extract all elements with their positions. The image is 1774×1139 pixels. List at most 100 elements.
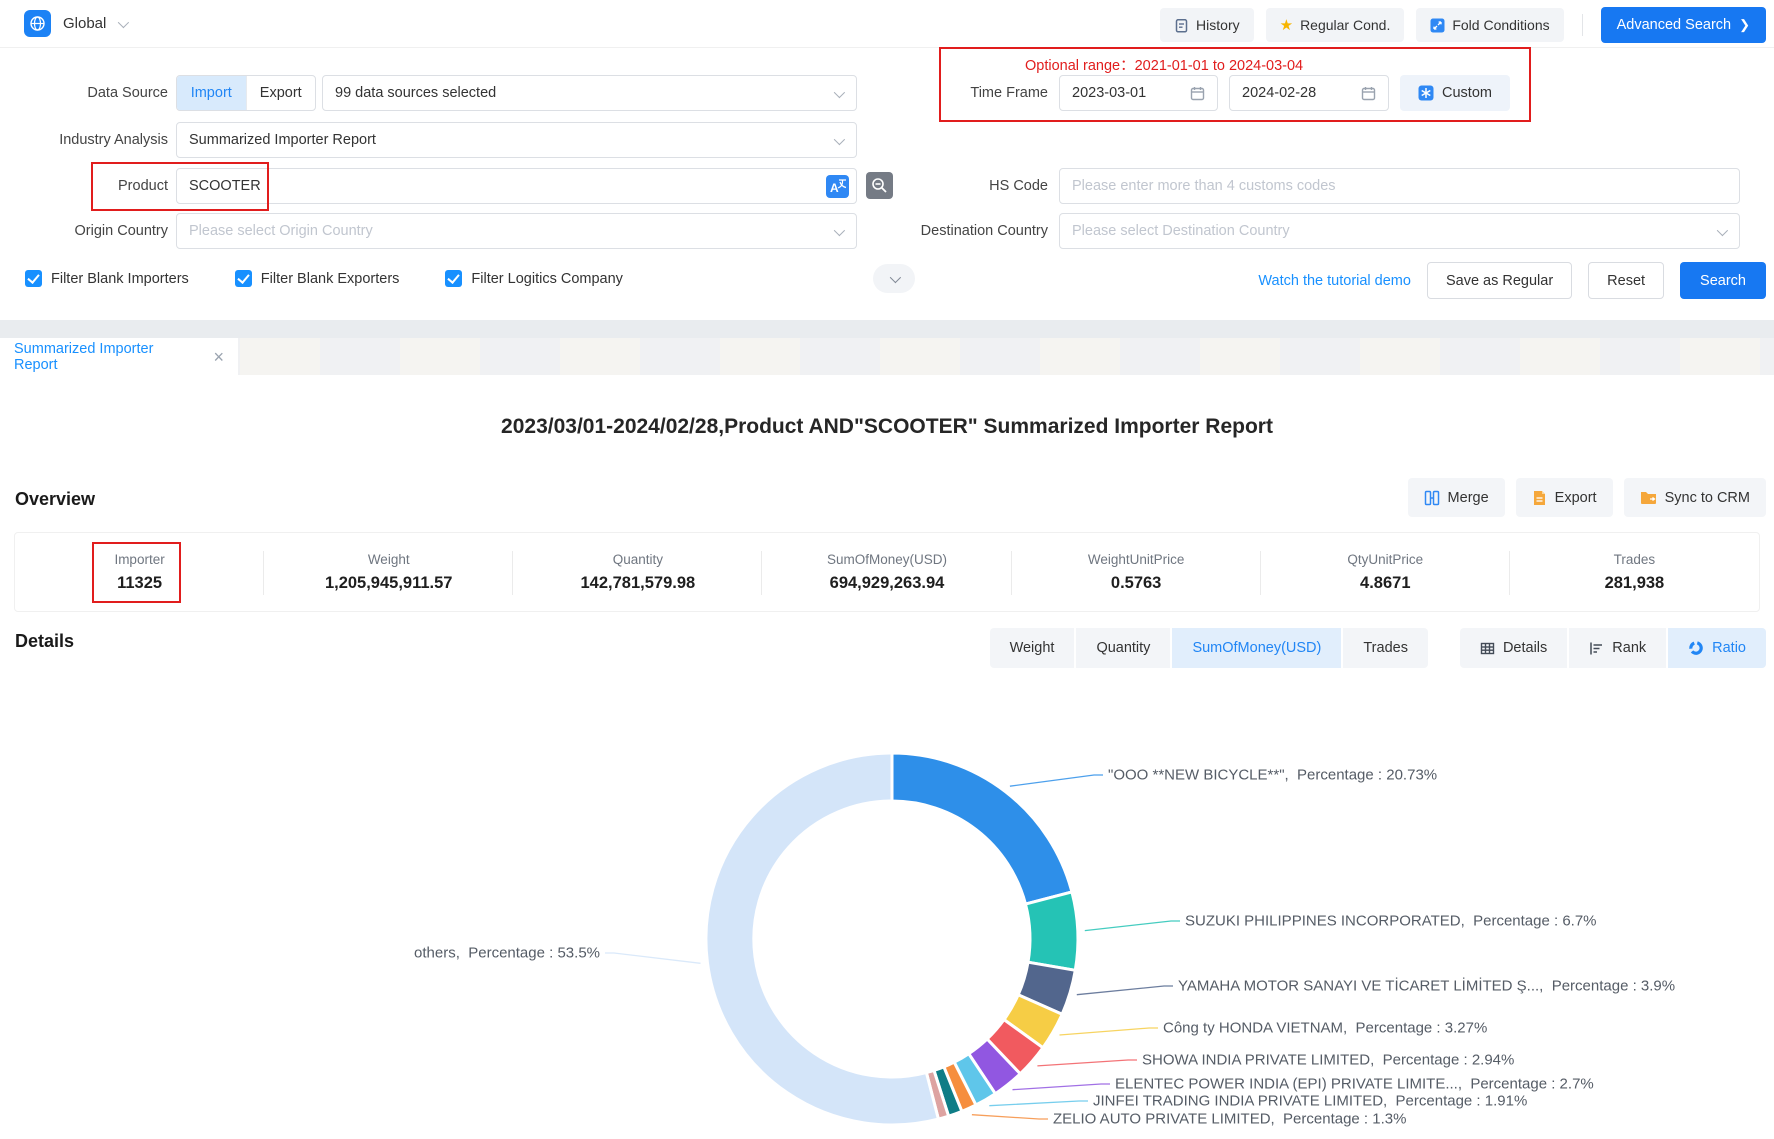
industry-analysis-value: Summarized Importer Report bbox=[189, 132, 376, 148]
pie-slice-label: SHOWA INDIA PRIVATE LIMITED, Percentage … bbox=[1142, 1052, 1514, 1069]
metric-tab-weight[interactable]: Weight bbox=[989, 628, 1075, 668]
calendar-icon bbox=[1361, 86, 1376, 100]
view-tab-rank[interactable]: Rank bbox=[1569, 628, 1667, 668]
data-source-label: Data Source bbox=[87, 85, 168, 101]
advanced-search-label: Advanced Search bbox=[1616, 17, 1732, 33]
fold-conditions-button[interactable]: Fold Conditions bbox=[1416, 8, 1564, 42]
svg-text:A: A bbox=[830, 181, 839, 195]
export-icon bbox=[1533, 490, 1545, 505]
translate-button[interactable]: A bbox=[826, 175, 849, 198]
stat-quantity: Quantity 142,781,579.98 bbox=[513, 533, 763, 611]
pie-slice-label: "OOO **NEW BICYCLE**", Percentage : 20.7… bbox=[1108, 767, 1437, 784]
divider-band bbox=[0, 320, 1774, 338]
label-leader-line bbox=[1009, 774, 1103, 787]
pie-slice-ooo-new-bicycle[interactable] bbox=[890, 751, 1074, 906]
stat-value: 11325 bbox=[117, 573, 163, 592]
advanced-search-button[interactable]: Advanced Search ❯ bbox=[1600, 7, 1766, 43]
merge-button[interactable]: Merge bbox=[1407, 478, 1505, 517]
view-tab-ratio[interactable]: Ratio bbox=[1668, 628, 1766, 668]
metric-tab-trades[interactable]: Trades bbox=[1343, 628, 1428, 668]
chevron-right-icon: ❯ bbox=[1739, 17, 1750, 32]
tab-summarized-importer-report[interactable]: Summarized Importer Report × bbox=[0, 338, 238, 375]
tutorial-link[interactable]: Watch the tutorial demo bbox=[1258, 272, 1411, 289]
exclude-search-button[interactable] bbox=[866, 172, 893, 199]
origin-country-placeholder: Please select Origin Country bbox=[189, 223, 373, 239]
chevron-down-icon bbox=[833, 224, 846, 237]
pie-slice-others[interactable] bbox=[704, 751, 941, 1127]
stat-label: WeightUnitPrice bbox=[1087, 551, 1185, 567]
import-export-toggle: Import Export bbox=[176, 75, 316, 111]
time-frame-label: Time Frame bbox=[970, 85, 1048, 101]
translate-icon: A bbox=[830, 179, 847, 195]
label-leader-line bbox=[1037, 1059, 1137, 1067]
stat-label: Quantity bbox=[612, 551, 663, 567]
stat-label: Importer bbox=[114, 551, 165, 567]
region-selector[interactable]: Global bbox=[24, 10, 130, 37]
view-tab-label: Rank bbox=[1612, 640, 1647, 656]
checkbox-checked-icon bbox=[234, 270, 252, 287]
filter-blank-importers-checkbox[interactable]: Filter Blank Importers bbox=[25, 270, 189, 287]
history-label: History bbox=[1196, 17, 1240, 33]
collapse-form-button[interactable] bbox=[873, 264, 915, 293]
globe-icon bbox=[24, 10, 51, 37]
chevron-down-icon bbox=[118, 16, 130, 28]
report-title: 2023/03/01-2024/02/28,Product AND"SCOOTE… bbox=[501, 415, 1273, 438]
metric-tabs: Weight Quantity SumOfMoney(USD) Trades bbox=[989, 628, 1428, 668]
stat-trades: Trades 281,938 bbox=[1510, 533, 1759, 611]
product-label: Product bbox=[118, 178, 168, 194]
fold-conditions-label: Fold Conditions bbox=[1452, 17, 1550, 33]
regular-cond-button[interactable]: ★ Regular Cond. bbox=[1265, 8, 1405, 42]
stat-sum-of-money: SumOfMoney(USD) 694,929,263.94 bbox=[762, 533, 1012, 611]
rank-bars-icon bbox=[1590, 642, 1603, 654]
product-input[interactable]: SCOOTER bbox=[176, 168, 857, 204]
sync-to-crm-label: Sync to CRM bbox=[1664, 489, 1750, 506]
product-value: SCOOTER bbox=[189, 178, 261, 194]
metric-tab-sum-of-money[interactable]: SumOfMoney(USD) bbox=[1172, 628, 1342, 668]
view-tab-details[interactable]: Details bbox=[1459, 628, 1568, 668]
checkbox-checked-icon bbox=[445, 270, 463, 287]
divider bbox=[1581, 14, 1583, 36]
export-label: Export bbox=[1554, 489, 1597, 506]
filter-blank-exporters-checkbox[interactable]: Filter Blank Exporters bbox=[234, 270, 400, 287]
close-icon[interactable]: × bbox=[213, 346, 224, 367]
end-date-input[interactable]: 2024-02-28 bbox=[1229, 75, 1389, 111]
stat-value: 142,781,579.98 bbox=[580, 573, 696, 592]
export-tab[interactable]: Export bbox=[245, 76, 316, 110]
stat-value: 0.5763 bbox=[1110, 573, 1162, 592]
stat-weight: Weight 1,205,945,911.57 bbox=[264, 533, 514, 611]
destination-country-placeholder: Please select Destination Country bbox=[1072, 223, 1290, 239]
history-button[interactable]: History bbox=[1160, 8, 1254, 42]
origin-country-label: Origin Country bbox=[74, 223, 168, 239]
custom-range-button[interactable]: Custom bbox=[1400, 75, 1510, 111]
pie-slice-suzuki-philippines-incorporated[interactable] bbox=[1023, 890, 1080, 973]
data-sources-select[interactable]: 99 data sources selected bbox=[322, 75, 857, 111]
view-tabs: Details Rank Ratio bbox=[1459, 628, 1766, 668]
overview-heading: Overview bbox=[15, 489, 96, 509]
pie-slice-label: JINFEI TRADING INDIA PRIVATE LIMITED, Pe… bbox=[1093, 1093, 1527, 1110]
start-date-input[interactable]: 2023-03-01 bbox=[1059, 75, 1218, 111]
stat-weight-unit-price: WeightUnitPrice 0.5763 bbox=[1012, 533, 1261, 611]
star-icon: ★ bbox=[1279, 16, 1294, 34]
hs-code-input[interactable]: Please enter more than 4 customs codes bbox=[1059, 168, 1740, 204]
origin-country-select[interactable]: Please select Origin Country bbox=[176, 213, 857, 249]
details-heading: Details bbox=[15, 631, 75, 651]
save-as-regular-button[interactable]: Save as Regular bbox=[1426, 262, 1573, 299]
checkbox-label: Filter Blank Exporters bbox=[260, 270, 400, 287]
custom-range-label: Custom bbox=[1442, 85, 1492, 101]
search-button[interactable]: Search bbox=[1680, 262, 1766, 299]
industry-analysis-select[interactable]: Summarized Importer Report bbox=[176, 122, 857, 158]
destination-country-select[interactable]: Please select Destination Country bbox=[1059, 213, 1740, 249]
filter-logistics-company-checkbox[interactable]: Filter Logitics Company bbox=[445, 270, 623, 287]
optional-range-note: Optional range：2021-01-01 to 2024-03-04 bbox=[1025, 58, 1304, 74]
metric-tab-quantity[interactable]: Quantity bbox=[1076, 628, 1171, 668]
chevron-down-icon bbox=[1716, 224, 1729, 237]
sync-crm-icon bbox=[1640, 492, 1656, 504]
stat-importer: Importer 11325 bbox=[15, 533, 265, 611]
sync-to-crm-button[interactable]: Sync to CRM bbox=[1623, 478, 1766, 517]
reset-button[interactable]: Reset bbox=[1588, 262, 1665, 299]
label-leader-line bbox=[1012, 1083, 1110, 1091]
export-button[interactable]: Export bbox=[1515, 478, 1613, 517]
import-tab[interactable]: Import bbox=[177, 76, 246, 110]
label-leader-line bbox=[1076, 985, 1173, 996]
